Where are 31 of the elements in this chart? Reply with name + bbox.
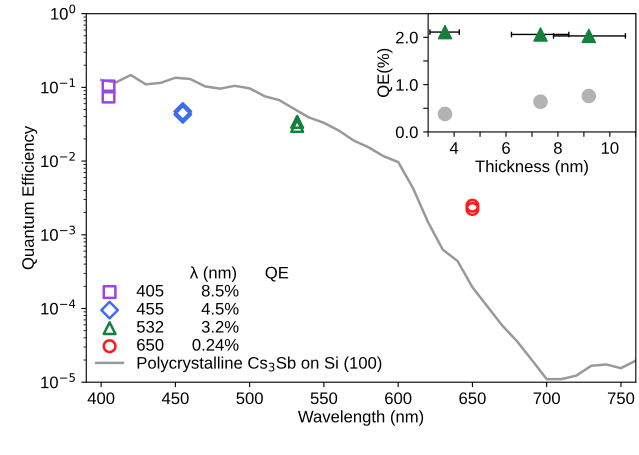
x-tick-label: 10 [602, 142, 618, 154]
legend-title: λ (nm) QE [190, 266, 288, 282]
y-axis-title: Quantum Efficiency [22, 126, 38, 270]
y-tick-label: 10$^{0}$ [51, 4, 76, 20]
legend-label: 405 8.5% [136, 284, 239, 297]
x-tick-label: 550 [310, 392, 338, 404]
legend-label: 455 4.5% [136, 302, 239, 315]
x-tick-label: 750 [608, 392, 634, 404]
x-tick-label: 650 [459, 392, 486, 404]
y-tick-label: 10$^{−5}$ [41, 373, 75, 388]
legend-label: Polycrystalline Cs$_{3}$Sb on Si (100) [138, 356, 382, 372]
y-tick-label: 10$^{−2}$ [41, 152, 75, 168]
x-tick-label: 700 [534, 392, 560, 404]
x-tick-label: 600 [385, 392, 412, 404]
x-tick-label: 4 [450, 142, 458, 154]
y-axis-title: QE(%) [376, 48, 392, 98]
y-tick-label: 0.0 [396, 126, 418, 138]
legend-label: 532 3.2% [136, 320, 239, 333]
y-tick-label: 1.0 [396, 79, 418, 91]
x-tick-label: 400 [88, 392, 114, 404]
x-tick-label: 450 [162, 392, 189, 404]
x-tick-label: 8 [554, 142, 562, 154]
x-tick-label: 500 [236, 392, 263, 404]
y-tick-label: 10$^{−4}$ [41, 300, 76, 315]
x-axis-title: Wavelength (nm) [298, 410, 424, 426]
y-tick-label: 10$^{−1}$ [41, 78, 75, 94]
x-axis-title: Thickness (nm) [475, 160, 588, 176]
x-tick-label: 6 [502, 142, 510, 154]
legend-label: 650 0.24% [137, 338, 239, 351]
y-tick-label: 10$^{−3}$ [41, 226, 76, 241]
y-tick-label: 2.0 [396, 32, 418, 44]
